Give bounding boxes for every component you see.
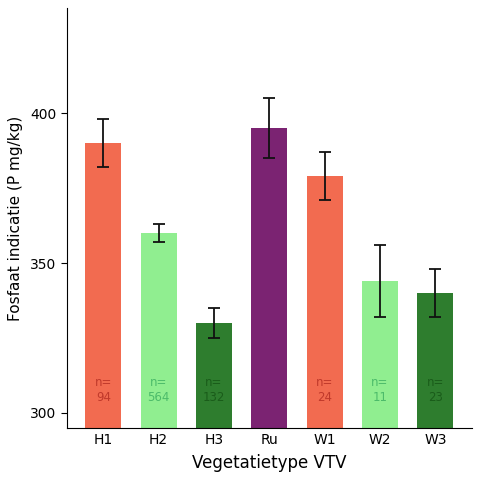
Text: n=
24: n= 24 (316, 376, 333, 404)
Text: n=
132: n= 132 (203, 376, 225, 404)
Bar (196, 323, 232, 428)
Bar (252, 128, 288, 428)
Bar (307, 176, 343, 428)
Text: n=
564: n= 564 (147, 376, 170, 404)
X-axis label: Vegetatietype VTV: Vegetatietype VTV (192, 454, 347, 472)
Text: n=
36: n= 36 (261, 376, 278, 404)
Bar (362, 281, 398, 428)
Bar (85, 143, 121, 428)
Text: n=
94: n= 94 (95, 376, 112, 404)
Text: n=
11: n= 11 (371, 376, 389, 404)
Y-axis label: Fosfaat indicatie (P mg/kg): Fosfaat indicatie (P mg/kg) (8, 116, 24, 321)
Bar (141, 233, 177, 428)
Bar (417, 293, 453, 428)
Text: n=
23: n= 23 (427, 376, 444, 404)
